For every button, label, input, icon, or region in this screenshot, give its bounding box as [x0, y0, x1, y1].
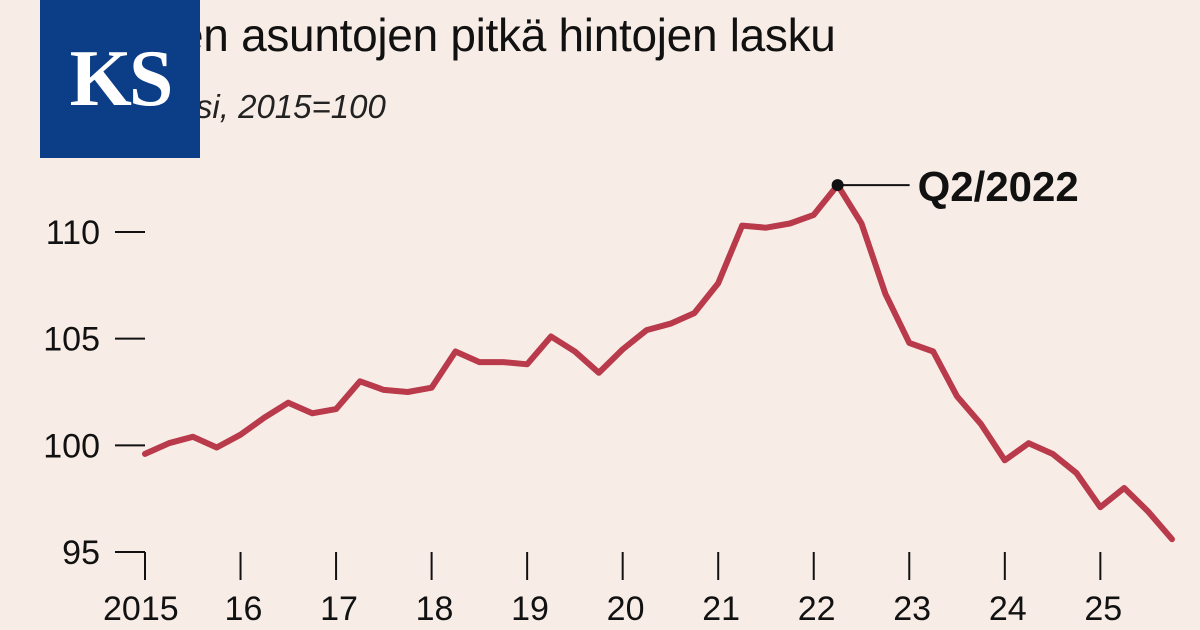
peak-annotation: Q2/2022: [831, 163, 1079, 210]
price-index-line: [142, 182, 1175, 543]
annotation-label: Q2/2022: [918, 163, 1079, 210]
x-tick-label: 22: [798, 590, 836, 628]
x-tick-label: 2015: [103, 590, 179, 628]
x-tick-label: 20: [607, 590, 645, 628]
ks-logo: KS: [40, 0, 200, 158]
x-axis: 2015 16 17 18 19 20 21 22 23 24 25: [103, 552, 1122, 628]
x-tick-label: 21: [702, 590, 740, 628]
x-tick-label: 23: [893, 590, 931, 628]
peak-marker: [831, 179, 844, 192]
y-tick-label: 100: [43, 427, 100, 465]
y-axis: 95 100 105 110: [43, 214, 146, 580]
x-tick-label: 19: [511, 590, 549, 628]
x-tick-label: 18: [416, 590, 454, 628]
x-tick-label: 25: [1084, 590, 1122, 628]
x-tick-label: 24: [989, 590, 1027, 628]
x-tick-label: 17: [320, 590, 358, 628]
y-tick-label: 110: [46, 214, 100, 252]
y-tick-label: 95: [62, 534, 100, 572]
y-tick-label: 105: [43, 321, 100, 359]
x-tick-label: 16: [225, 590, 263, 628]
